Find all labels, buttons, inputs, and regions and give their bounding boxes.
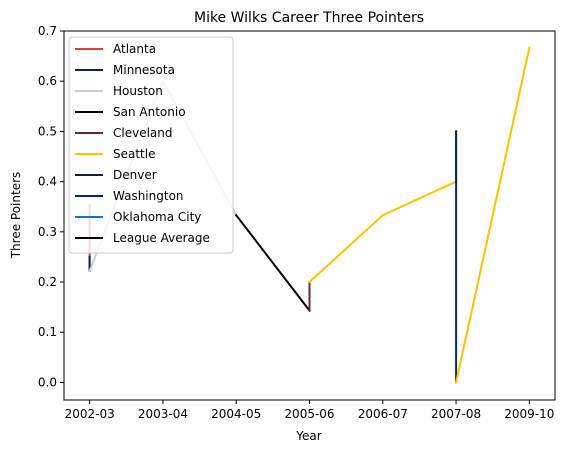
y-tick-label: 0.2 [38, 275, 57, 289]
y-tick-label: 0.1 [38, 325, 57, 339]
legend-label: Minnesota [113, 63, 175, 77]
x-tick-label: 2002-03 [65, 407, 115, 421]
y-tick-label: 0.6 [38, 74, 57, 88]
legend-label: Atlanta [113, 42, 156, 56]
legend-label: League Average [113, 231, 210, 245]
y-axis-title: Three Pointers [9, 172, 23, 260]
legend-label: Cleveland [113, 126, 173, 140]
legend-label: Oklahoma City [113, 210, 201, 224]
y-tick-label: 0.7 [38, 24, 57, 38]
y-tick-label: 0.0 [38, 375, 57, 389]
x-tick-label: 2007-08 [431, 407, 481, 421]
x-tick-label: 2004-05 [211, 407, 261, 421]
x-axis-title: Year [295, 429, 321, 443]
series-line-san-antonio-3 [234, 213, 311, 313]
legend-label: Houston [113, 84, 163, 98]
legend-label: Denver [113, 168, 157, 182]
legend-label: Seattle [113, 147, 155, 161]
legend-label: San Antonio [113, 105, 186, 119]
legend-label: Washington [113, 189, 184, 203]
series-line-seattle-5 [308, 180, 458, 284]
x-tick-label: 2009-10 [504, 407, 554, 421]
series-line-seattle-9 [454, 46, 531, 384]
legend: Atlanta Minnesota Houston San Antonio Clevel… [68, 36, 234, 254]
legend-box [68, 36, 234, 254]
y-tick-label: 0.5 [38, 124, 57, 138]
axes: 2002-03 2003-04 2004-05 2005-06 2006-07 2007-… [38, 24, 556, 421]
x-tick-label: 2003-04 [138, 407, 188, 421]
x-tick-label: 2006-07 [358, 407, 408, 421]
y-tick-label: 0.4 [38, 175, 57, 189]
x-tick-label: 2005-06 [284, 407, 334, 421]
y-tick-label: 0.3 [38, 225, 57, 239]
chart-title: Mike Wilks Career Three Pointers [194, 10, 424, 26]
